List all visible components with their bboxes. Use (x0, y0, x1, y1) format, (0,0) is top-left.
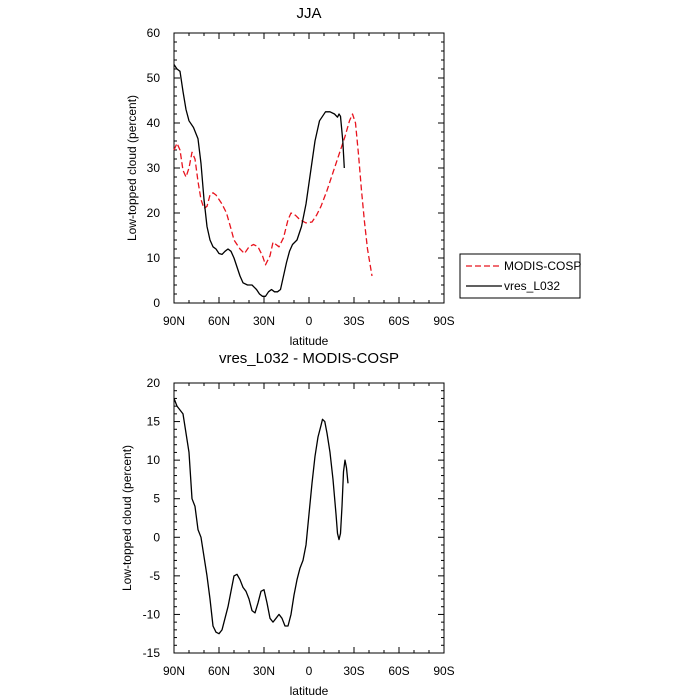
x-axis-title: latitude (290, 684, 329, 698)
vres-l032-line (173, 64, 345, 297)
y-tick-label: 40 (147, 116, 161, 130)
x-tick-label: 60S (388, 314, 409, 328)
x-tick-label: 30S (343, 314, 364, 328)
y-tick-label: 5 (153, 492, 160, 506)
y-tick-label: 10 (147, 251, 161, 265)
x-tick-label: 90N (163, 314, 185, 328)
legend-label: MODIS-COSP (504, 259, 581, 273)
x-tick-label: 30N (253, 664, 275, 678)
y-tick-label: 15 (147, 415, 161, 429)
y-tick-label: 60 (147, 26, 161, 40)
y-axis-title: Low-topped cloud (percent) (120, 445, 134, 591)
modis-cosp-line (173, 113, 373, 277)
chart-title: JJA (296, 5, 321, 22)
x-tick-label: 60N (208, 314, 230, 328)
plot-frame (173, 32, 445, 304)
chart-panel-1: JJA 90N 60N 30N 0 30S 60S 90S 0 10 20 30 40 50 60 latit… (125, 5, 581, 348)
difference-line (173, 398, 349, 635)
x-tick-label: 60N (208, 664, 230, 678)
y-tick-label: 0 (153, 296, 160, 310)
y-tick-label: 20 (147, 206, 161, 220)
x-tick-label: 90S (433, 314, 454, 328)
x-tick-label: 90S (433, 664, 454, 678)
x-tick-label: 0 (306, 664, 313, 678)
chart-title: vres_L032 - MODIS-COSP (219, 350, 399, 367)
x-axis-title: latitude (290, 334, 329, 348)
y-tick-label: 50 (147, 71, 161, 85)
y-tick-label: 20 (147, 376, 161, 390)
x-tick-label: 30N (253, 314, 275, 328)
legend-box (459, 253, 581, 299)
y-tick-label: -15 (143, 646, 161, 660)
y-tick-label: 30 (147, 161, 161, 175)
x-tick-label: 30S (343, 664, 364, 678)
x-tick-label: 60S (388, 664, 409, 678)
x-tick-label: 0 (306, 314, 313, 328)
y-tick-label: 10 (147, 453, 161, 467)
chart-panel-2: vres_L032 - MODIS-COSP 90N 60N 30N 0 30S 60S 90… (120, 350, 455, 698)
y-tick-label: -5 (149, 569, 160, 583)
legend-label: vres_L032 (504, 279, 560, 293)
y-tick-label: -10 (143, 607, 161, 621)
y-axis-title: Low-topped cloud (percent) (125, 95, 139, 241)
y-tick-label: 0 (153, 530, 160, 544)
x-tick-label: 90N (163, 664, 185, 678)
legend: MODIS-COSP vres_L032 (459, 253, 581, 299)
